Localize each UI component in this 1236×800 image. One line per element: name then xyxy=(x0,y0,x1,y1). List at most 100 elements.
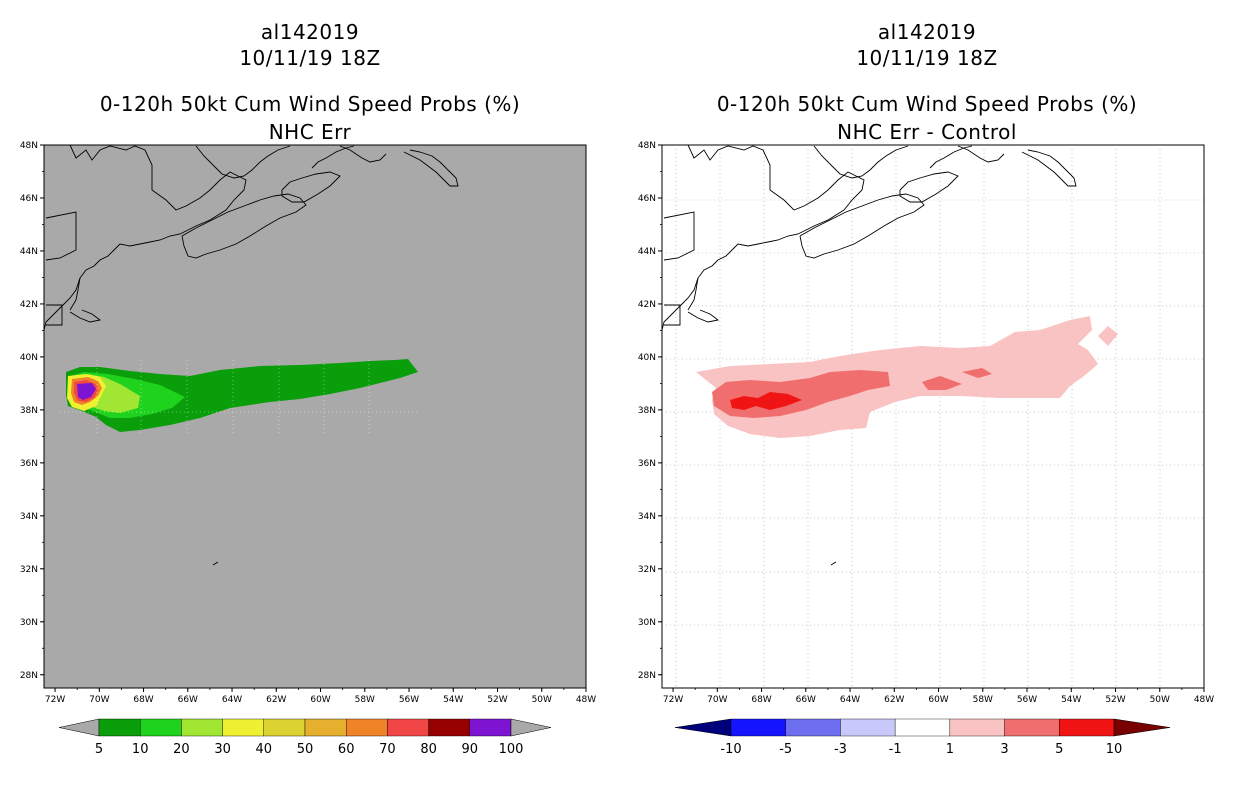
colorbar-label: 1 xyxy=(946,742,954,757)
colorbar-segment xyxy=(1004,718,1060,737)
lon-label: 72W xyxy=(663,695,683,705)
colorbar-label: 100 xyxy=(499,742,524,757)
colorbar-segment xyxy=(304,718,347,737)
left-axis-ticks: 48N 46N 44N 42N 40N 38N 36N 34N 32N 30N 28N 72W 70W 6… xyxy=(20,141,596,705)
lon-label: 54W xyxy=(443,695,463,705)
lon-label: 66W xyxy=(178,695,198,705)
lon-label: 48W xyxy=(1194,695,1214,705)
right-datetime: 10/11/19 18Z xyxy=(856,46,998,70)
colorbar-segment xyxy=(730,718,786,737)
colorbar-segment xyxy=(346,718,388,737)
colorbar-segment xyxy=(1059,718,1115,737)
lat-label: 28N xyxy=(638,671,656,681)
colorbar-segment xyxy=(894,718,951,737)
lat-label: 30N xyxy=(20,618,38,628)
colorbar-label: -3 xyxy=(834,742,847,757)
right-colorbar: -10 -5 -3 -1 1 3 5 10 xyxy=(674,718,1171,757)
lat-label: 36N xyxy=(20,459,38,469)
right-axis-ticks: 48N 46N 44N 42N 40N 38N 36N 34N 32N 30N 28N 72W 70W 6… xyxy=(638,141,1214,705)
colorbar-segment xyxy=(428,718,471,737)
colorbar-label: 40 xyxy=(256,742,273,757)
colorbar-label: 20 xyxy=(173,742,190,757)
colorbar-label: -10 xyxy=(720,742,741,757)
lon-label: 70W xyxy=(707,695,727,705)
lat-label: 28N xyxy=(20,671,38,681)
lat-label: 44N xyxy=(20,247,38,257)
colorbar-segment xyxy=(949,718,1005,737)
right-diff-contours xyxy=(696,316,1118,438)
colorbar-label: 5 xyxy=(1055,742,1063,757)
lon-label: 62W xyxy=(266,695,286,705)
lat-label: 38N xyxy=(20,406,38,416)
lat-label: 34N xyxy=(20,512,38,522)
lon-label: 52W xyxy=(1105,695,1125,705)
colorbar-upper-cap xyxy=(1113,718,1171,737)
lon-label: 56W xyxy=(399,695,419,705)
lon-label: 68W xyxy=(133,695,153,705)
colorbar-segment xyxy=(469,718,512,737)
colorbar-label: 30 xyxy=(214,742,231,757)
lon-label: 64W xyxy=(222,695,242,705)
left-colorbar: 5 10 20 30 40 50 60 70 80 90 100 xyxy=(58,718,552,757)
colorbar-segment xyxy=(98,718,141,737)
lon-label: 68W xyxy=(751,695,771,705)
lat-label: 38N xyxy=(638,406,656,416)
colorbar-label: 90 xyxy=(462,742,479,757)
colorbar-segment xyxy=(785,718,841,737)
lon-label: 52W xyxy=(487,695,507,705)
lat-label: 46N xyxy=(20,194,38,204)
colorbar-segment xyxy=(840,718,896,737)
colorbar-lower-cap xyxy=(674,718,732,737)
colorbar-label: 70 xyxy=(379,742,396,757)
left-storm-id: al142019 xyxy=(260,20,360,44)
colorbar-segment xyxy=(222,718,265,737)
lon-label: 60W xyxy=(928,695,948,705)
left-map-panel xyxy=(43,144,587,689)
lat-label: 48N xyxy=(20,141,38,151)
lat-label: 40N xyxy=(20,353,38,363)
lon-label: 54W xyxy=(1061,695,1081,705)
colorbar-segment xyxy=(263,718,306,737)
lon-label: 58W xyxy=(973,695,993,705)
lon-label: 72W xyxy=(45,695,65,705)
right-title: 0-120h 50kt Cum Wind Speed Probs (%) xyxy=(716,92,1138,116)
lat-label: 30N xyxy=(638,618,656,628)
colorbar-label: 10 xyxy=(132,742,149,757)
lat-label: 46N xyxy=(638,194,656,204)
colorbar-label: 3 xyxy=(1000,742,1008,757)
colorbar-label: 80 xyxy=(420,742,437,757)
lat-label: 48N xyxy=(638,141,656,151)
colorbar-label: -1 xyxy=(889,742,902,757)
colorbar-upper-cap xyxy=(510,718,552,737)
colorbar-label: 60 xyxy=(338,742,355,757)
lat-label: 32N xyxy=(20,565,38,575)
lon-label: 50W xyxy=(1150,695,1170,705)
lat-label: 36N xyxy=(638,459,656,469)
lon-label: 64W xyxy=(840,695,860,705)
lon-label: 60W xyxy=(310,695,330,705)
lon-label: 70W xyxy=(89,695,109,705)
lat-label: 40N xyxy=(638,353,656,363)
lon-label: 58W xyxy=(355,695,375,705)
left-subtitle: NHC Err xyxy=(268,120,352,144)
lon-label: 50W xyxy=(532,695,552,705)
colorbar-label: 5 xyxy=(95,742,103,757)
left-datetime: 10/11/19 18Z xyxy=(239,46,381,70)
lat-label: 42N xyxy=(20,300,38,310)
colorbar-label: 50 xyxy=(297,742,314,757)
lat-label: 34N xyxy=(638,512,656,522)
lon-label: 62W xyxy=(884,695,904,705)
colorbar-segment xyxy=(181,718,223,737)
colorbar-label: 10 xyxy=(1106,742,1123,757)
left-title: 0-120h 50kt Cum Wind Speed Probs (%) xyxy=(99,92,521,116)
right-map-panel xyxy=(661,144,1205,689)
lon-label: 48W xyxy=(576,695,596,705)
colorbar-lower-cap xyxy=(58,718,100,737)
left-prob-contours xyxy=(60,359,420,433)
right-subtitle: NHC Err - Control xyxy=(837,120,1017,144)
lat-label: 42N xyxy=(638,300,656,310)
right-grid xyxy=(662,145,1204,688)
colorbar-segment xyxy=(387,718,429,737)
lon-label: 66W xyxy=(796,695,816,705)
